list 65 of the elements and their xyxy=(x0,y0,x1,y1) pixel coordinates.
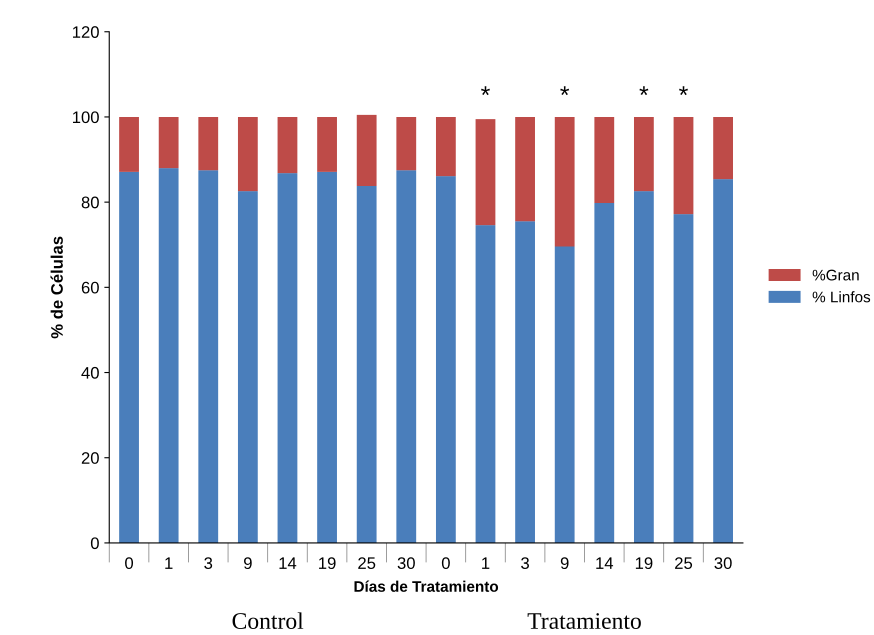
bar xyxy=(594,116,614,203)
annotation: * xyxy=(481,86,490,96)
bar xyxy=(436,116,456,176)
y-tick-label: 60 xyxy=(82,282,99,294)
bar xyxy=(634,191,654,543)
x-tick-label: 25 xyxy=(358,557,376,570)
legend-label: % Linfos xyxy=(812,291,870,302)
x-tick-label: 14 xyxy=(596,557,614,569)
bar xyxy=(238,116,258,192)
y-tick-label: 80 xyxy=(82,196,99,208)
bar xyxy=(158,116,179,168)
bar xyxy=(554,116,575,246)
y-tick-label: 20 xyxy=(82,452,99,464)
x-tick-label: 25 xyxy=(675,557,692,570)
y-tick-label: 100 xyxy=(72,111,99,124)
bar xyxy=(198,170,218,543)
bar xyxy=(713,179,733,543)
x-axis-title: Días de Tratamiento xyxy=(354,580,498,592)
bar xyxy=(594,202,614,543)
text: Control xyxy=(232,612,304,629)
y-tick-label: 40 xyxy=(81,366,99,379)
bar xyxy=(436,176,456,543)
x-tick-label: 0 xyxy=(442,557,450,570)
bar xyxy=(278,173,298,543)
x-tick-label: 19 xyxy=(319,557,336,570)
bar xyxy=(317,172,337,543)
text: Tratamiento xyxy=(528,613,641,629)
y-tick-label: 0 xyxy=(90,537,99,550)
bar xyxy=(198,116,218,170)
bar xyxy=(634,116,654,192)
bar xyxy=(317,116,337,172)
x-tick-label: 3 xyxy=(521,557,529,570)
y-axis-title: % de Células xyxy=(50,236,63,338)
x-tick-label: 1 xyxy=(165,557,172,569)
bar xyxy=(476,225,496,543)
bar xyxy=(356,114,377,186)
bar xyxy=(278,116,298,174)
x-tick-label: 19 xyxy=(636,557,652,570)
annotation: * xyxy=(639,86,648,96)
x-tick-label: 3 xyxy=(204,557,212,570)
x-tick-label: 14 xyxy=(279,557,296,569)
bar xyxy=(356,186,377,543)
x-tick-label: 9 xyxy=(560,557,569,570)
bar xyxy=(515,116,535,222)
y-tick-label: 120 xyxy=(72,26,99,38)
bar xyxy=(396,170,416,543)
bar xyxy=(238,191,258,543)
x-tick-label: 1 xyxy=(482,557,490,569)
bar xyxy=(119,116,139,172)
bar xyxy=(158,168,179,543)
legend-label: %Gran xyxy=(812,270,859,280)
bar xyxy=(674,116,694,214)
bar xyxy=(674,214,694,543)
bar xyxy=(713,116,733,180)
x-tick-label: 0 xyxy=(125,557,134,570)
annotation: * xyxy=(560,86,570,96)
x-tick-label: 30 xyxy=(714,557,732,570)
bar xyxy=(396,116,416,170)
bar xyxy=(476,119,496,226)
bar xyxy=(554,246,575,543)
annotation: * xyxy=(679,86,688,96)
bar xyxy=(119,172,139,543)
x-tick-label: 30 xyxy=(398,557,415,570)
bar xyxy=(515,221,535,543)
x-tick-label: 9 xyxy=(244,557,252,570)
